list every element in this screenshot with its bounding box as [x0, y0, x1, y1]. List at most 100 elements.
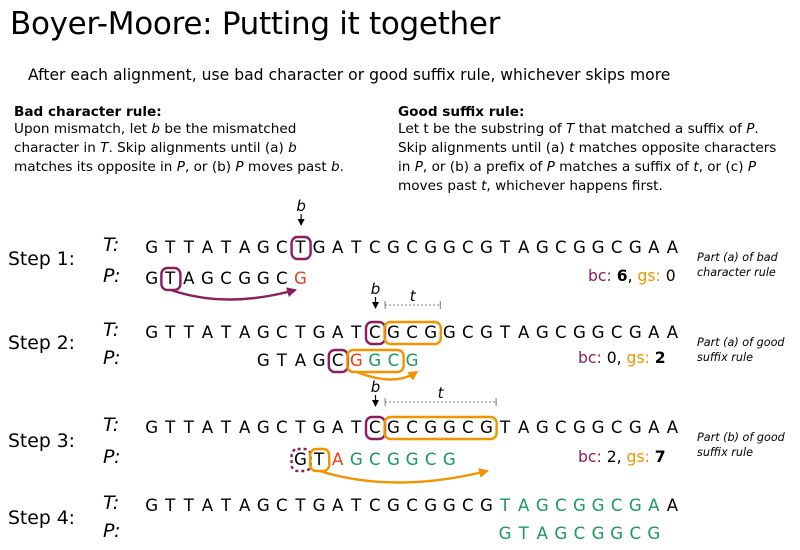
b-label: b: [296, 197, 306, 215]
pattern-char: C: [573, 524, 586, 543]
text-char: G: [424, 323, 438, 342]
text-char: G: [573, 323, 586, 342]
text-char: G: [387, 238, 400, 257]
step-label: Step 2:: [8, 333, 76, 354]
text-char: T: [183, 418, 194, 437]
good-rule-text: Let t be the substring of T that matched…: [398, 120, 776, 196]
text-char: A: [648, 418, 660, 437]
text-char: A: [517, 238, 530, 257]
step-label: Step 1:: [8, 249, 76, 270]
text-char: C: [610, 418, 623, 437]
mismatch-text-box: [364, 320, 387, 346]
pattern-char: T: [165, 269, 176, 288]
text-char: C: [276, 496, 288, 515]
text-char: G: [573, 238, 586, 257]
pattern-char: C: [220, 269, 232, 288]
separator: ,: [627, 267, 638, 285]
mismatch-text-box: [364, 415, 387, 441]
text-char: G: [480, 418, 493, 437]
text-char: A: [201, 238, 214, 257]
text-char: A: [648, 496, 660, 515]
text-char: A: [666, 238, 679, 257]
text-char: G: [535, 238, 549, 257]
pattern-char: G: [591, 524, 605, 543]
rule-note: Part (a) of good suffix rule: [697, 336, 785, 364]
rule-note: Part (a) of bad character rule: [697, 251, 778, 279]
bc-value: 6: [616, 267, 628, 285]
text-char: C: [555, 496, 567, 515]
good-rule-line: Let t be the substring of T that matched…: [398, 121, 759, 137]
text-char: C: [555, 238, 567, 257]
bc-value: 0: [606, 349, 617, 367]
text-char: T: [351, 323, 362, 342]
pattern-char: C: [387, 351, 400, 370]
gs-value: 7: [654, 448, 666, 466]
text-char: G: [424, 496, 438, 515]
text-char: T: [295, 496, 306, 515]
rule-note: Part (b) of good suffix rule: [697, 431, 785, 459]
text-char: T: [499, 238, 511, 257]
text-char: T: [183, 496, 194, 515]
text-char: C: [369, 323, 381, 342]
text-char: A: [666, 323, 679, 342]
text-char: T: [351, 238, 362, 257]
text-char: G: [628, 323, 642, 342]
pattern-char: G: [442, 450, 456, 469]
good-suffix-rule: Good suffix rule: Let t be the substring…: [398, 104, 776, 196]
text-char: A: [648, 323, 660, 342]
pattern-char: G: [498, 524, 512, 543]
pattern-char: A: [331, 450, 344, 469]
text-char: G: [145, 323, 159, 342]
text-char: A: [517, 323, 530, 342]
bad-char-pattern-box: [290, 447, 312, 473]
text-char: T: [295, 238, 306, 257]
text-label: T:: [103, 492, 120, 514]
page-title: Boyer-Moore: Putting it together: [10, 6, 501, 42]
text-char: G: [387, 496, 400, 515]
text-char: G: [628, 496, 642, 515]
text-char: G: [591, 496, 605, 515]
text-char: T: [165, 238, 176, 257]
step-label: Step 4:: [8, 508, 76, 529]
pattern-char: G: [647, 524, 661, 543]
skip-values: bc: 2, gs: 7: [578, 448, 666, 466]
text-char: A: [331, 496, 344, 515]
text-char: C: [406, 238, 418, 257]
text-char: G: [312, 418, 326, 437]
text-char: C: [462, 418, 474, 437]
bad-rule-text: Upon mismatch, let b be the mismatched ch…: [14, 120, 344, 177]
text-char: C: [369, 418, 381, 437]
t-label: t: [410, 287, 417, 305]
pattern-char: T: [276, 351, 287, 370]
skip-values: bc: 6, gs: 0: [588, 267, 676, 285]
text-char: A: [648, 238, 660, 257]
text-char: G: [256, 496, 270, 515]
text-char: C: [406, 418, 418, 437]
bc-label: bc:: [578, 349, 602, 367]
text-char: C: [369, 238, 381, 257]
text-char: G: [442, 418, 456, 437]
text-char: G: [312, 323, 326, 342]
gs-value: 2: [654, 349, 666, 367]
text-char: G: [480, 238, 493, 257]
text-char: T: [295, 323, 306, 342]
text-char: T: [220, 238, 232, 257]
gs-value: 0: [665, 267, 676, 285]
text-char: C: [462, 323, 474, 342]
text-char: C: [462, 496, 474, 515]
text-char: G: [145, 238, 159, 257]
text-char: T: [183, 238, 194, 257]
text-char: T: [183, 323, 194, 342]
good-rule-line: in P, or (b) a prefix of P matches a suf…: [398, 159, 757, 175]
pattern-char: C: [369, 450, 381, 469]
text-char: C: [610, 496, 623, 515]
pattern-char: C: [331, 351, 344, 370]
text-char: G: [628, 238, 642, 257]
prefix-shift-arrow: [319, 468, 490, 484]
text-char: G: [424, 418, 438, 437]
text-char: A: [517, 496, 530, 515]
text-char: A: [666, 418, 679, 437]
gs-label: gs:: [626, 349, 650, 367]
text-label: T:: [103, 234, 120, 256]
